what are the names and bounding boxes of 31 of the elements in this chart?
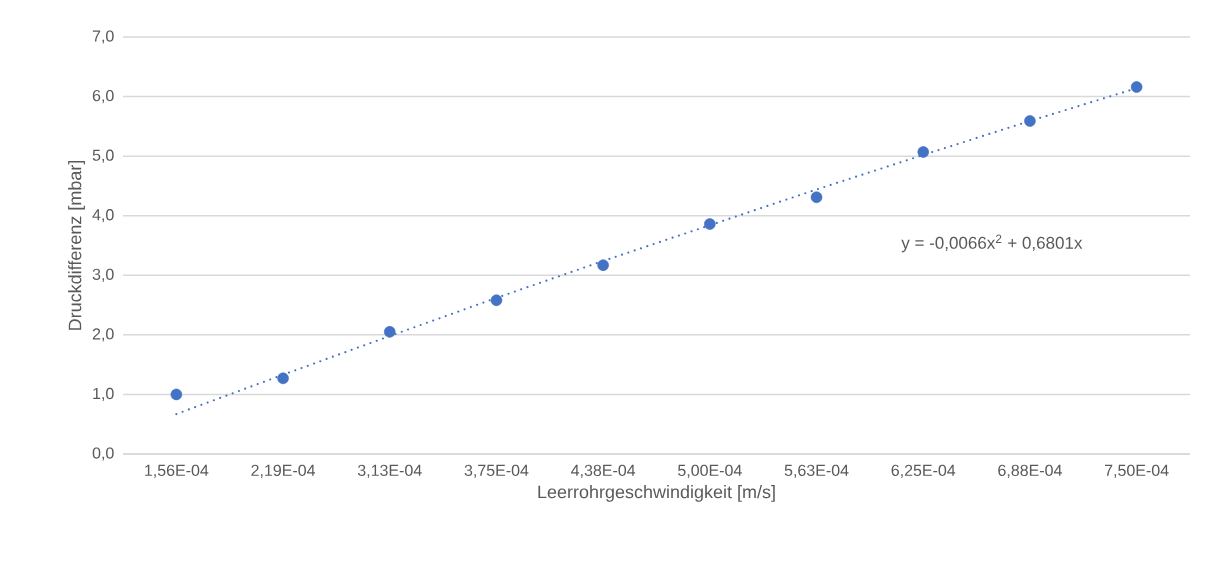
point [597,259,609,271]
point [1024,115,1036,127]
x-tick-label: 5,63E-04 [784,464,849,478]
x-tick-label: 3,13E-04 [357,464,422,478]
y-tick-label: 6,0 [92,89,114,104]
x-tick-label: 6,88E-04 [998,464,1062,478]
y-tick-label: 3,0 [92,268,114,282]
x-tick-label: 4,38E-04 [571,464,636,478]
y-tick-label: 4,0 [92,209,114,223]
y-tick-label: 0,0 [92,447,114,461]
point [810,191,823,204]
point [490,294,503,307]
point [170,388,183,401]
y-tick-label: 7,0 [92,30,114,44]
point [277,372,289,385]
point [917,146,930,158]
point [1130,81,1143,93]
x-tick-label: 3,75E-04 [464,464,529,478]
point [704,218,716,230]
annotation: y = -0,0066x$^{2}$ + 0,6801x [901,234,1083,253]
y-tick-label: 5,0 [92,149,114,163]
x-tick-label: 2,19E-04 [251,464,316,478]
y-axis-title: Druckdifferenz [mbar] [68,160,85,330]
x-axis-title: Leerrohrgeschwindigkeit [m/s] [538,485,775,502]
point [383,326,396,338]
x-tick-label: 6,25E-04 [891,464,956,478]
x-tick-label: 5,00E-04 [678,464,742,478]
y-tick-label: 2,0 [92,328,114,342]
y-tick-label: 1,0 [93,387,114,402]
x-tick-label: 7,50E-04 [1104,464,1169,478]
x-tick-label: 1,56E-04 [145,464,209,478]
